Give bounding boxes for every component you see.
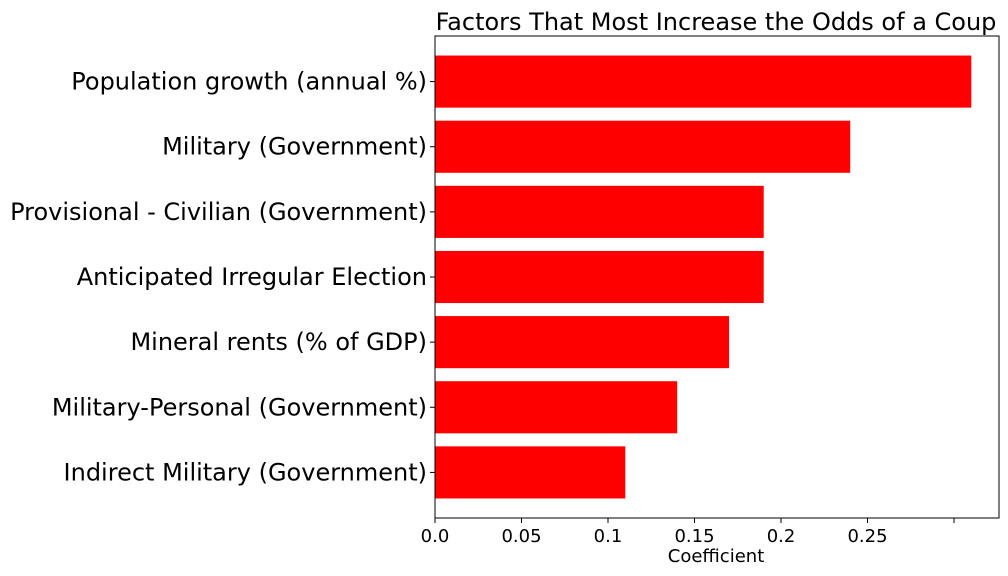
bar-4 xyxy=(435,316,730,369)
category-label-1: Military (Government) xyxy=(162,133,427,161)
plot-frame xyxy=(434,35,1000,519)
category-labels-group: Population growth (annual %) Military (Go… xyxy=(10,68,435,486)
x-ticks-group: 0.0 0.05 0.1 0.15 0.2 0.25 xyxy=(421,518,955,547)
bar-1 xyxy=(435,120,851,173)
bar-2 xyxy=(435,185,764,238)
bar-3 xyxy=(435,250,764,304)
category-label-6: Indirect Military (Government) xyxy=(64,458,427,486)
category-label-5: Military-Personal (Government) xyxy=(52,393,427,421)
bar-5 xyxy=(435,381,678,434)
bar-6 xyxy=(435,446,626,499)
x-tick-label-3: 0.15 xyxy=(674,526,714,547)
category-label-3: Anticipated Irregular Election xyxy=(77,263,427,291)
chart-title: Factors That Most Increase the Odds of a… xyxy=(436,8,997,36)
x-axis-label: Coefficient xyxy=(668,546,765,567)
bar-0 xyxy=(435,55,972,108)
category-label-4: Mineral rents (% of GDP) xyxy=(130,328,427,356)
category-label-2: Provisional - Civilian (Government) xyxy=(10,198,427,226)
x-tick-label-2: 0.1 xyxy=(594,526,623,547)
bars-group xyxy=(435,55,972,499)
x-tick-label-0: 0.0 xyxy=(421,526,450,547)
x-tick-label-1: 0.05 xyxy=(501,526,541,547)
category-label-0: Population growth (annual %) xyxy=(71,68,427,96)
x-tick-label-5: 0.25 xyxy=(847,526,887,547)
x-tick-label-4: 0.2 xyxy=(767,526,796,547)
